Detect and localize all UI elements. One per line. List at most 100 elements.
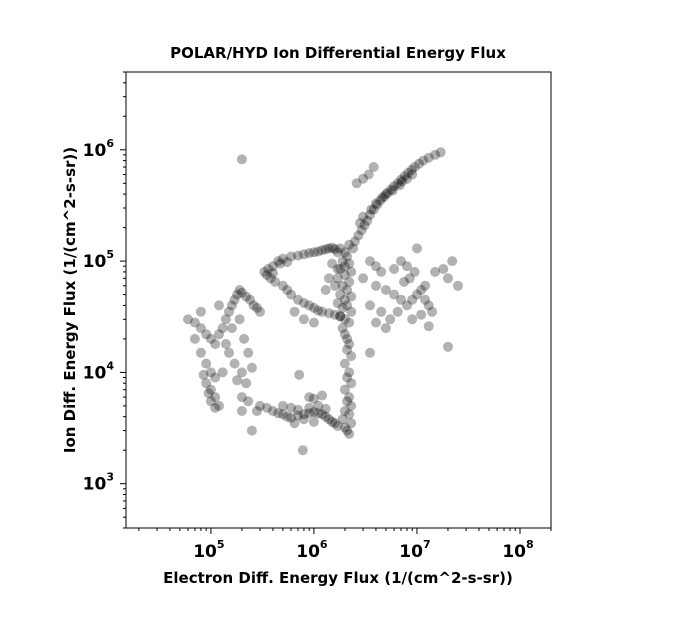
scatter-point <box>342 344 353 355</box>
scatter-point <box>259 266 270 277</box>
scatter-point <box>412 243 422 254</box>
scatter-point <box>372 199 383 210</box>
scatter-point <box>330 280 340 291</box>
scatter-point <box>399 276 410 287</box>
scatter-point <box>371 280 381 291</box>
scatter-points <box>183 147 463 456</box>
scatter-point <box>308 416 319 427</box>
scatter-point <box>337 256 348 267</box>
scatter-point <box>418 155 429 166</box>
scatter-point <box>344 367 355 378</box>
scatter-point <box>241 291 252 302</box>
scatter-point <box>376 306 387 317</box>
scatter-point <box>313 246 324 257</box>
scatter-point <box>220 339 231 349</box>
scatter-point <box>339 358 350 369</box>
scatter-point <box>277 409 288 420</box>
scatter-point <box>252 406 262 416</box>
scatter-point <box>297 445 308 456</box>
scatter-point <box>201 329 212 340</box>
scatter-point <box>342 285 353 295</box>
scatter-point <box>332 273 343 284</box>
scatter-point <box>304 248 315 259</box>
x-axis-label: Electron Diff. Energy Flux (1/(cm^2-s-sr… <box>163 569 513 587</box>
scatter-point <box>210 402 221 413</box>
scatter-point <box>226 323 237 334</box>
scatter-point <box>286 402 297 413</box>
scatter-point <box>317 306 328 317</box>
scatter-point <box>293 250 303 261</box>
scatter-point <box>304 392 315 403</box>
scatter-point <box>203 388 214 399</box>
scatter-point <box>380 285 391 295</box>
scatter-point <box>304 408 315 419</box>
y-tick-label: 104 <box>83 359 115 383</box>
scatter-point <box>313 400 324 411</box>
scatter-point <box>298 298 309 308</box>
major-tick-marks <box>120 149 521 534</box>
scatter-point <box>359 220 370 231</box>
scatter-point <box>365 209 375 220</box>
scatter-point <box>346 291 357 302</box>
scatter-point <box>402 261 412 272</box>
scatter-point <box>229 358 240 369</box>
scatter-point <box>447 256 458 267</box>
scatter-point <box>293 294 303 305</box>
scatter-point <box>409 162 420 172</box>
y-axis-label: Ion Diff. Energy Flux (1/(cm^2-s-sr)) <box>61 147 79 453</box>
scatter-point <box>327 258 338 269</box>
scatter-point <box>205 384 216 395</box>
scatter-point <box>239 333 250 344</box>
scatter-point <box>376 266 387 277</box>
scatter-point <box>407 294 418 305</box>
scatter-point <box>308 393 319 404</box>
scatter-point <box>366 204 377 215</box>
scatter-point <box>396 174 406 185</box>
scatter-point <box>346 378 357 389</box>
scatter-point <box>210 339 221 349</box>
scatter-point <box>282 257 293 268</box>
scatter-point <box>339 422 350 433</box>
scatter-point <box>344 239 355 250</box>
scatter-point <box>380 323 391 334</box>
scatter-point <box>205 333 216 344</box>
scatter-point <box>332 264 343 274</box>
scatter-point <box>273 408 284 419</box>
scatter-point <box>214 329 224 340</box>
scatter-point <box>382 187 393 198</box>
scatter-point <box>293 410 303 421</box>
scatter-point <box>402 300 412 311</box>
scatter-point <box>294 369 305 380</box>
scatter-point <box>246 425 257 436</box>
scatter-point <box>335 243 346 254</box>
y-axis-tick-labels: 103 104 105 106 <box>83 137 115 495</box>
scatter-point <box>368 162 379 172</box>
x-axis-tick-labels: 105 106 107 108 <box>193 538 533 562</box>
scatter-point <box>195 347 206 358</box>
scatter-point <box>346 400 357 411</box>
scatter-point <box>365 300 375 311</box>
scatter-point <box>286 412 297 423</box>
scatter-point <box>344 317 355 328</box>
scatter-point <box>420 280 431 291</box>
scatter-point <box>337 414 348 425</box>
scatter-point <box>245 294 256 305</box>
scatter-point <box>183 314 193 325</box>
scatter-point <box>224 306 234 317</box>
scatter-point <box>379 191 390 202</box>
scatter-point <box>267 406 278 416</box>
y-tick-label: 105 <box>83 248 114 272</box>
scatter-point <box>392 306 403 317</box>
scatter-point <box>409 266 420 277</box>
scatter-point <box>236 392 247 403</box>
scatter-point <box>342 372 353 383</box>
scatter-point <box>397 176 408 187</box>
scatter-point <box>330 418 340 429</box>
scatter-point <box>327 416 338 427</box>
y-tick-label: 103 <box>83 471 114 495</box>
scatter-point <box>214 400 224 411</box>
scatter-point <box>234 285 245 295</box>
scatter-point <box>399 171 410 182</box>
scatter-point <box>371 198 381 209</box>
scatter-point <box>453 280 463 291</box>
